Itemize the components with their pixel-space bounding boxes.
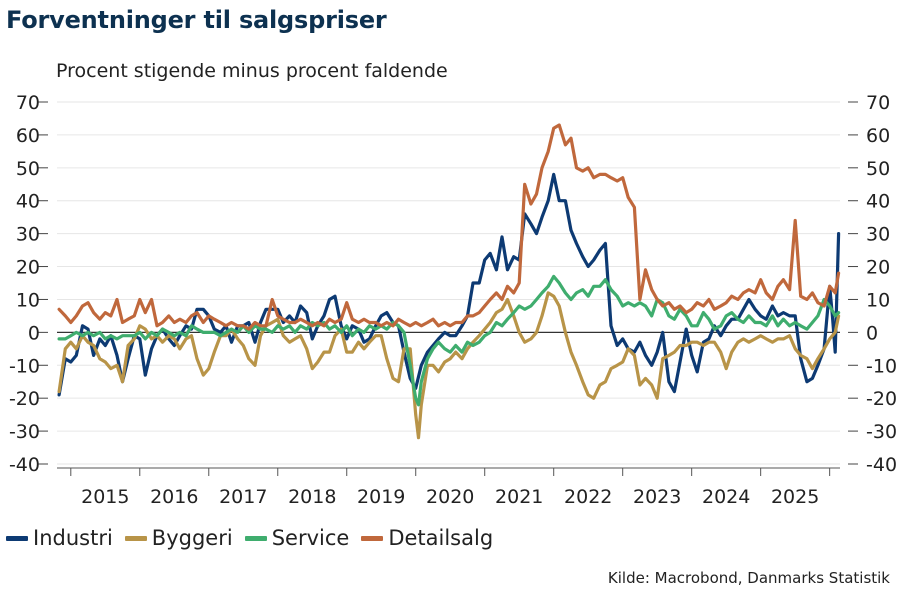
legend-swatch-detailsalg	[361, 535, 384, 541]
legend-item-industri: Industri	[6, 526, 113, 550]
tick-label-right: 0	[866, 322, 878, 344]
tick-label-left: -40	[9, 454, 40, 476]
tick-label-right: -20	[866, 388, 897, 410]
source-note: Kilde: Macrobond, Danmarks Statistik	[607, 569, 890, 587]
x-tick-label-2015: 2015	[81, 486, 129, 508]
x-tick-label-2020: 2020	[426, 486, 474, 508]
series-line-service	[57, 274, 841, 407]
legend-label-service: Service	[271, 526, 350, 550]
tick-label-left: -30	[9, 421, 40, 443]
legend-item-byggeri: Byggeri	[124, 526, 233, 550]
tick-label-right: 50	[866, 158, 890, 180]
tick-label-left: 10	[16, 289, 40, 311]
x-tick-label-2025: 2025	[771, 486, 819, 508]
y-axis-label: Procent stigende minus procent faldende	[56, 60, 448, 82]
tick-label-right: 10	[866, 289, 890, 311]
tick-label-left: 50	[16, 158, 40, 180]
series-line-byggeri	[57, 291, 841, 440]
tick-label-right: 70	[866, 92, 890, 114]
tick-label-left: 40	[16, 191, 40, 213]
x-tick-label-2021: 2021	[495, 486, 543, 508]
legend-swatch-service	[244, 535, 267, 541]
tick-label-left: -20	[9, 388, 40, 410]
x-tick-label-2017: 2017	[219, 486, 267, 508]
tick-label-left: 70	[16, 92, 40, 114]
legend-label-byggeri: Byggeri	[151, 526, 233, 550]
legend-swatch-byggeri	[124, 535, 147, 541]
legend-swatch-industri	[6, 535, 28, 541]
series-line-detailsalg	[57, 123, 841, 331]
tick-label-right: -40	[866, 454, 897, 476]
x-tick-label-2018: 2018	[288, 486, 336, 508]
x-tick-label-2019: 2019	[357, 486, 405, 508]
series-line-industri	[57, 172, 841, 397]
chart-title: Forventninger til salgspriser	[6, 6, 387, 34]
tick-label-right: 60	[866, 125, 890, 147]
legend-label-industri: Industri	[33, 526, 113, 550]
x-tick-label-2016: 2016	[150, 486, 198, 508]
tick-label-left: 20	[16, 257, 40, 279]
tick-label-left: -10	[9, 355, 40, 377]
x-tick-label-2022: 2022	[564, 486, 612, 508]
legend-label-detailsalg: Detailsalg	[388, 526, 494, 550]
legend-item-detailsalg: Detailsalg	[361, 526, 493, 550]
x-tick-label-2024: 2024	[702, 486, 750, 508]
tick-label-left: 60	[16, 125, 40, 147]
tick-label-left: 0	[28, 322, 40, 344]
tick-label-right: -30	[866, 421, 897, 443]
legend-item-service: Service	[244, 526, 350, 550]
tick-label-right: 20	[866, 257, 890, 279]
legend: Industri Byggeri Service Detailsalg	[6, 526, 493, 550]
tick-label-right: 30	[866, 224, 890, 246]
tick-label-left: 30	[16, 224, 40, 246]
tick-label-right: 40	[866, 191, 890, 213]
x-tick-label-2023: 2023	[633, 486, 681, 508]
tick-label-right: -10	[866, 355, 897, 377]
